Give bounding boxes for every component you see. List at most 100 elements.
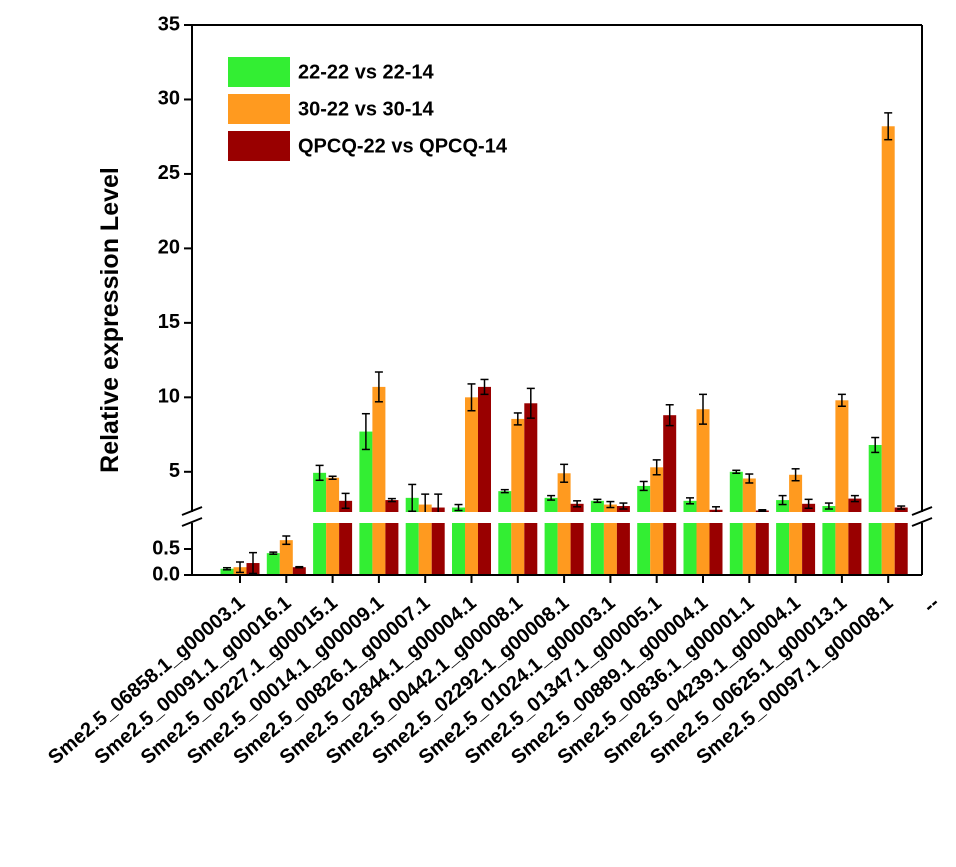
bar [452,507,465,575]
y-tick-label: 0.5 [152,537,180,559]
y-axis-title: Relative expression Level [96,167,124,473]
error-bar [480,378,489,396]
error-bar [236,561,244,574]
error-bar [295,565,304,569]
break-mark [911,517,933,527]
y-tick-label: 30 [158,88,180,110]
x-tick-label: -- [919,592,943,617]
bar [478,386,491,575]
error-bar [573,500,582,508]
bar [835,400,849,575]
error-bar [387,497,396,503]
error-bar [315,464,324,482]
y-tick-label: 0.0 [152,563,180,585]
error-bar [652,459,661,476]
error-bar [328,475,337,480]
bar [313,472,327,575]
legend-label: QPCQ-22 vs QPCQ-14 [298,135,508,157]
bar [742,478,756,575]
bar [616,506,630,575]
error-bar [560,463,569,483]
error-bar [282,535,291,546]
axis-break [172,512,942,523]
bar [696,409,710,575]
break-mark [181,517,203,527]
legend-label: 30-22 vs 30-14 [298,98,435,120]
error-bar [606,500,615,509]
bar [590,500,604,575]
error-bar [619,502,628,510]
legend-swatch [228,57,290,87]
bar [637,485,651,575]
bar [431,507,445,575]
error-bar [850,494,859,503]
bar [385,500,399,575]
error-bar [804,498,813,510]
error-bar [341,492,350,510]
error-bar [778,494,787,506]
error-bar [884,112,893,141]
legend-swatch [228,131,290,161]
bar [776,500,790,575]
bar [729,471,743,575]
bar [339,500,353,575]
bar [544,497,558,575]
bar [683,500,697,575]
error-bar [665,404,674,427]
bar [755,510,769,575]
bar [292,567,306,575]
error-bar [871,436,880,454]
error-bar [824,502,833,510]
error-bar [897,505,906,510]
bar [266,553,280,575]
bar [524,403,538,575]
bar [789,474,803,575]
bar [663,415,677,575]
error-bar [374,371,383,403]
y-tick-label: 5 [169,460,180,482]
error-bar [732,469,741,475]
y-tick-label: 20 [158,237,180,259]
error-bar [837,393,846,408]
error-bar [745,473,754,484]
error-bar [269,551,278,555]
bar [498,491,512,575]
bar [372,386,386,575]
error-bar [547,494,556,501]
error-bar [454,503,463,512]
error-bar [249,551,257,575]
y-tick-label: 25 [158,162,180,184]
error-bar [408,483,417,513]
error-bar [791,468,800,482]
error-bar [593,498,602,504]
y-tick-label: 15 [158,311,180,333]
bar [326,477,340,575]
bar [881,126,895,576]
error-bar [361,412,370,451]
y-tick-label: 10 [158,386,180,408]
error-bar [500,488,509,494]
bar [359,431,373,575]
error-bar [758,509,767,513]
y-tick-label: 35 [158,13,180,35]
bar [848,498,862,575]
bar [822,506,836,575]
legend-label: 22-22 vs 22-14 [298,61,435,83]
legend-swatch [228,94,290,124]
bar [465,397,478,575]
bar [511,418,525,575]
error-bar [686,497,694,505]
bar [220,568,234,575]
error-bar [467,383,476,412]
error-bar [513,412,522,426]
error-bar [223,566,231,571]
bar [709,509,723,575]
bar [557,473,571,575]
bar [894,507,908,575]
error-bar [639,480,648,492]
bar [279,540,293,575]
error-bar [699,393,707,425]
error-bar [526,387,535,419]
bar [868,444,882,575]
